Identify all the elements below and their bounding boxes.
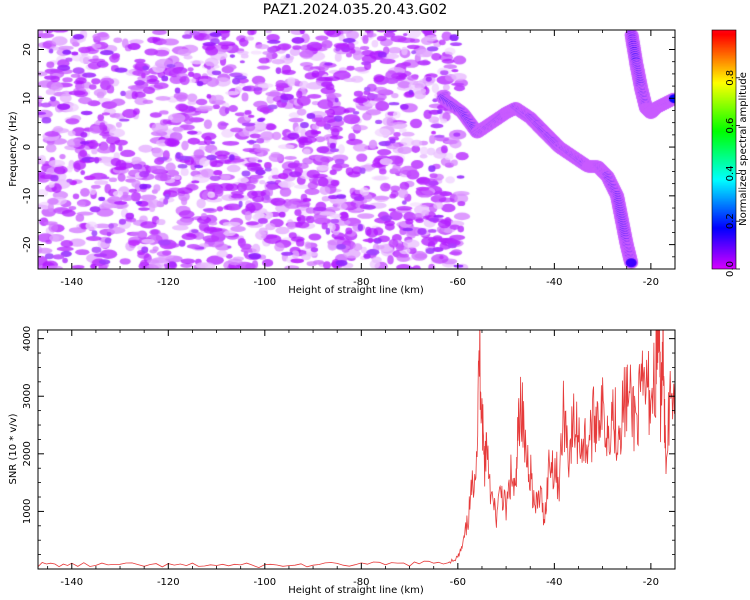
snr-series-line bbox=[38, 330, 675, 569]
snr-y-axis-label: SNR (10 * v/v) bbox=[8, 413, 19, 484]
colorbar: 0.0 0.2 0.4 0.6 0.8 Normalized spectral ampl… bbox=[711, 29, 749, 277]
x-tick-label: -140 bbox=[60, 577, 83, 588]
colorbar-ticks: 0.0 0.2 0.4 0.6 0.8 bbox=[725, 70, 740, 277]
colorbar-frame bbox=[711, 29, 737, 270]
y-tick-label: 10 bbox=[22, 92, 33, 105]
x-tick-label: -80 bbox=[353, 277, 369, 288]
x-tick-label: -80 bbox=[353, 577, 369, 588]
snr-x-ticks: -140 -120 -100 -80 -60 -40 -20 bbox=[47, 330, 676, 588]
x-tick-label: -60 bbox=[450, 277, 466, 288]
x-tick-label: -40 bbox=[546, 277, 562, 288]
colorbar-label: Normalized spectral amplitude bbox=[738, 72, 749, 226]
colorbar-tick-label: 0.2 bbox=[725, 213, 736, 229]
snr-frame bbox=[37, 329, 676, 570]
spectrogram-y-ticks: -20 -10 0 10 20 bbox=[22, 36, 675, 270]
y-tick-label: 3000 bbox=[22, 384, 33, 409]
snr-y-ticks: 1000 2000 3000 4000 bbox=[22, 326, 675, 570]
y-tick-label: 20 bbox=[22, 43, 33, 56]
y-tick-label: 0 bbox=[22, 144, 33, 150]
spectrogram-y-axis-label: Frequency (Hz) bbox=[8, 111, 19, 187]
y-tick-label: -10 bbox=[22, 188, 33, 204]
x-tick-label: -120 bbox=[157, 577, 180, 588]
snr-x-axis-label: Height of straight line (km) bbox=[288, 585, 424, 596]
snr-panel: -140 -120 -100 -80 -60 -40 -20 1000 2000 3000 400… bbox=[8, 326, 676, 596]
x-tick-label: -100 bbox=[253, 577, 276, 588]
x-tick-label: -20 bbox=[643, 277, 659, 288]
x-tick-label: -140 bbox=[60, 277, 83, 288]
x-tick-label: -20 bbox=[643, 577, 659, 588]
spectrogram-x-axis-label: Height of straight line (km) bbox=[288, 285, 424, 296]
y-tick-label: 2000 bbox=[22, 441, 33, 466]
colorbar-gradient bbox=[712, 30, 736, 269]
colorbar-tick-label: 0.4 bbox=[725, 165, 736, 181]
y-tick-label: 1000 bbox=[22, 499, 33, 524]
spectrogram-frame bbox=[37, 29, 676, 270]
y-tick-label: -20 bbox=[22, 236, 33, 252]
spectrogram-heatmap bbox=[38, 30, 675, 269]
colorbar-tick-label: 0.8 bbox=[725, 70, 736, 86]
figure-title: PAZ1.2024.035.20.43.G02 bbox=[263, 2, 448, 18]
y-tick-label: 4000 bbox=[22, 326, 33, 351]
x-tick-label: -120 bbox=[157, 277, 180, 288]
x-tick-label: -40 bbox=[546, 577, 562, 588]
colorbar-tick-label: 0.6 bbox=[725, 118, 736, 134]
spectrogram-x-ticks: -140 -120 -100 -80 -60 -40 -20 bbox=[47, 30, 676, 288]
colorbar-tick-label: 0.0 bbox=[725, 261, 736, 277]
x-tick-label: -60 bbox=[450, 577, 466, 588]
x-tick-label: -100 bbox=[253, 277, 276, 288]
